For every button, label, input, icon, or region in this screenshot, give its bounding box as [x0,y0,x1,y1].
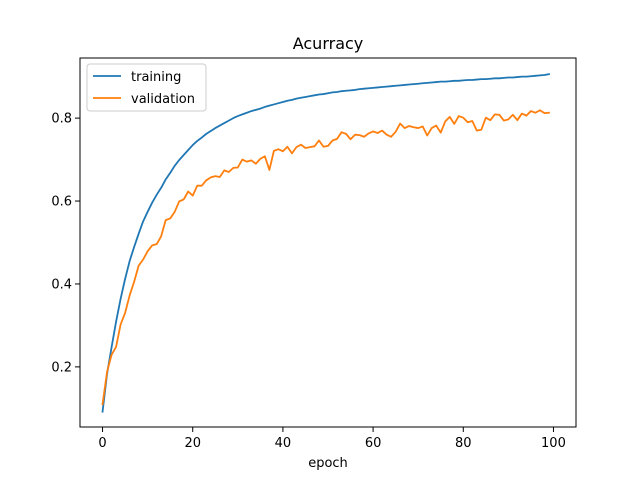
x-axis: 0 20 40 60 80 100 [98,427,566,451]
y-axis: 0.2 0.4 0.6 0.8 [51,112,80,375]
legend: training validation [86,63,207,112]
x-tick-label: 0 [98,436,106,451]
x-tick-label: 80 [455,436,472,451]
y-tick-label: 0.8 [51,112,72,127]
x-tick-label: 20 [184,436,201,451]
chart-title: Acurracy [293,34,364,53]
plot-area [79,57,577,428]
legend-label-training: training [131,70,181,85]
x-tick-label: 100 [541,436,566,451]
x-tick-label: 40 [275,436,292,451]
y-tick-label: 0.6 [51,195,72,210]
y-tick-label: 0.2 [51,360,72,375]
plot-frame [79,57,577,428]
series-line-training [101,73,550,413]
legend-label-validation: validation [131,92,195,107]
x-tick-label: 60 [365,436,382,451]
x-axis-label: epoch [308,456,348,471]
y-tick-label: 0.4 [51,277,72,292]
series-line-validation [101,109,550,406]
